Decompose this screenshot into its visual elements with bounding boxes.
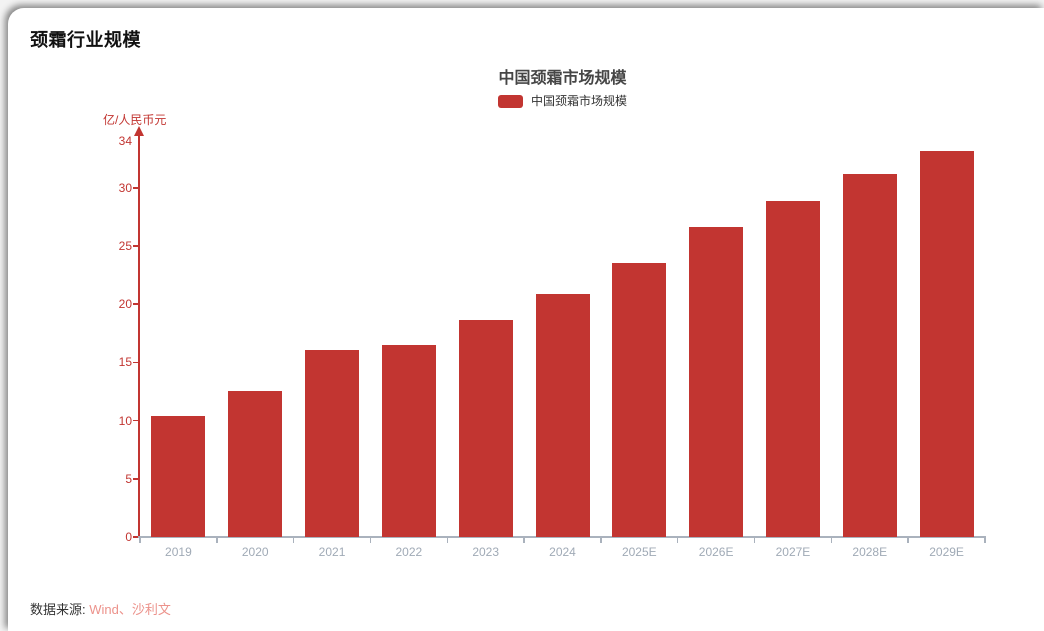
bar-2023 [458,320,513,537]
bar-2019 [151,415,206,537]
chart-title: 中国颈霜市场规模 [498,70,627,87]
bar-2021 [305,349,360,537]
x-axis-label-2026E: 2026E [698,545,734,559]
y-axis-tick-label: 15 [118,355,132,370]
chart-legend: 中国颈霜市场规模 [140,94,985,108]
bar-2027E [765,200,820,537]
x-axis-tick [676,538,679,543]
x-axis-label-2028E: 2028E [852,545,888,559]
data-source-label: 数据来源: [30,602,86,617]
y-axis-tick [132,536,139,538]
x-axis-label-2019: 2019 [165,545,192,559]
x-axis-tick [907,538,909,543]
x-axis-tick [523,538,525,543]
x-axis-tick [446,538,449,543]
y-axis-tick-label: 10 [118,413,132,428]
bar-2020 [228,391,283,537]
y-axis-tick-label: 0 [125,530,132,544]
bar-2029E [919,150,974,537]
y-axis-tick [132,187,139,189]
data-source-row: 数据来源: Wind、沙利文 [30,599,171,618]
y-axis-tick-label: 34 [118,134,132,149]
y-axis-tick-label: 20 [118,297,132,312]
y-axis-line [137,133,140,537]
data-source-link[interactable]: Wind、沙利文 [89,602,171,617]
x-axis-line [137,536,986,538]
x-axis-label-2025E: 2025E [621,545,657,559]
x-axis-tick [830,538,833,543]
legend-label: 中国颈霜市场规模 [530,94,627,108]
bar-2028E [842,173,897,537]
bar-2022 [381,344,436,537]
bar-2024 [535,293,590,537]
bar-2025E [612,263,667,537]
x-axis-tick [292,538,295,543]
x-axis-tick [984,538,986,543]
x-axis-tick [369,538,372,543]
y-axis-tick [132,303,139,305]
y-axis-tick-label: 25 [118,238,132,253]
y-axis-tick-label: 5 [125,471,132,486]
x-axis-tick [753,538,756,543]
x-axis-label-2021: 2021 [318,545,346,559]
legend-item-market-size[interactable]: 中国颈霜市场规模 [497,94,627,108]
x-axis-label-2029E: 2029E [929,545,964,559]
x-axis-label-2022: 2022 [395,545,423,559]
y-axis-tick-label: 30 [118,180,132,195]
x-axis-label-2023: 2023 [472,545,500,559]
y-axis-tick [132,419,139,422]
x-axis-tick [600,538,602,543]
x-axis-label-2024: 2024 [549,545,576,559]
legend-color-swatch-icon [497,94,523,108]
y-axis-unit-label: 亿/人民币元 [103,113,167,127]
y-axis-arrow-icon [133,126,144,136]
bar-2026E [689,227,744,537]
x-axis-tick [216,538,218,543]
y-axis-tick [132,245,139,247]
y-axis-tick [132,478,139,480]
x-axis-label-2027E: 2027E [775,545,811,559]
y-axis-tick [132,361,139,364]
x-axis-label-2020: 2020 [241,545,269,559]
x-axis-tick [139,538,141,543]
page-title: 颈霜行业规模 [30,30,141,50]
